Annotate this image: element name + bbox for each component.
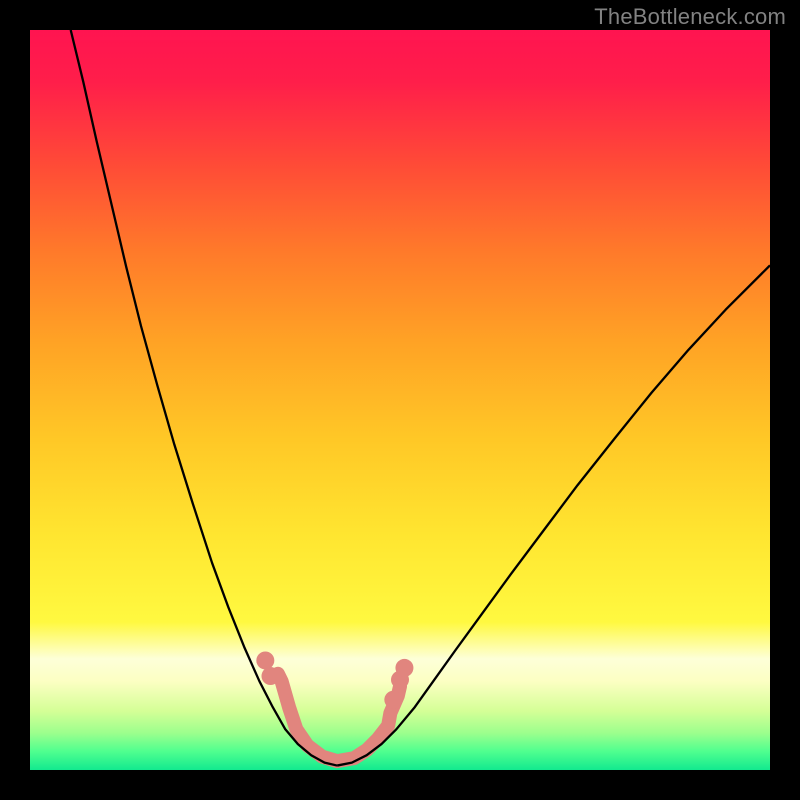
highlight-dot [256,651,274,669]
highlight-dot [395,659,413,677]
bottleneck-curve-chart [30,30,770,770]
chart-frame: TheBottleneck.com [0,0,800,800]
gradient-background [30,30,770,770]
highlight-dot [262,667,280,685]
watermark-text: TheBottleneck.com [594,4,786,30]
plot-area [30,30,770,770]
highlight-dot [384,691,402,709]
